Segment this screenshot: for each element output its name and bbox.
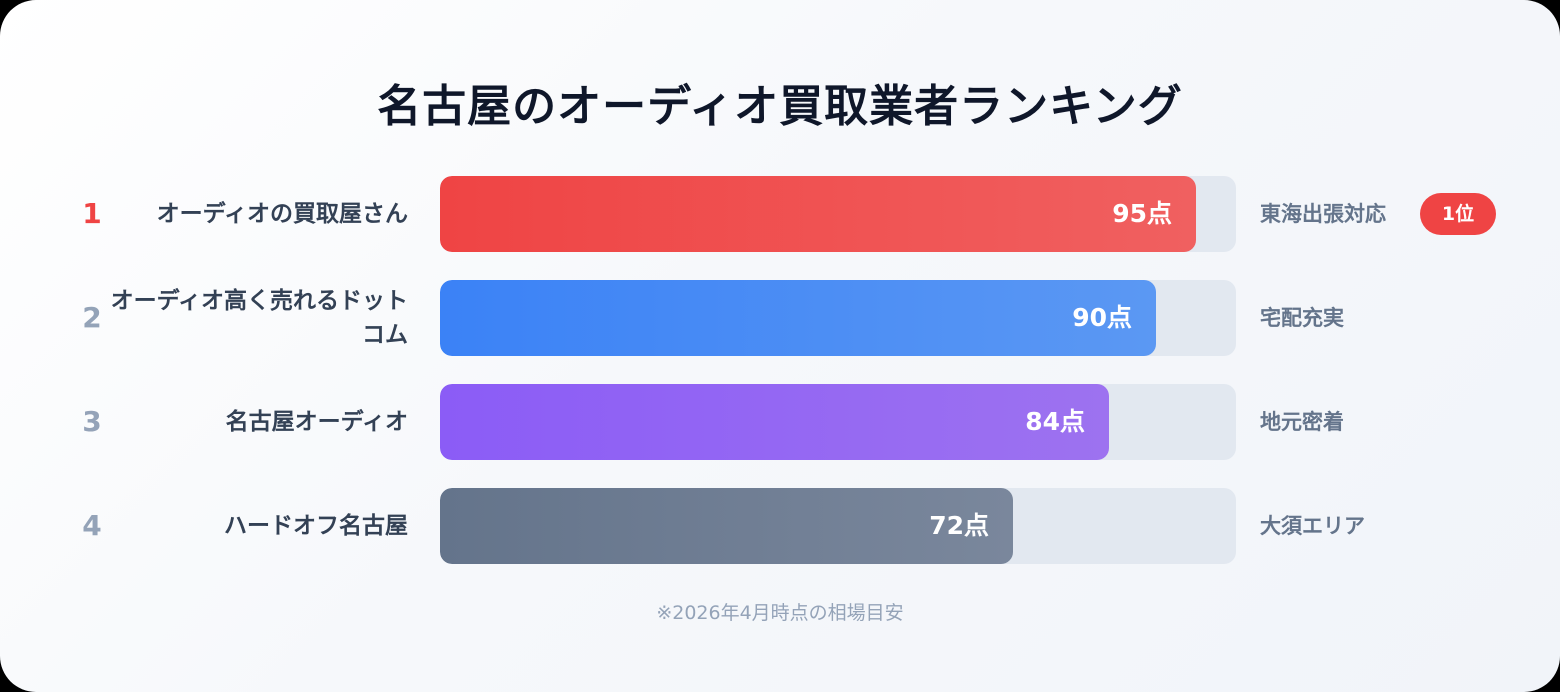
rank-number: 4: [82, 509, 102, 542]
bar: 84点: [440, 384, 1109, 460]
bar-track: 72点: [440, 488, 1236, 564]
bar-track: 84点: [440, 384, 1236, 460]
value-label: 95点: [1112, 199, 1172, 228]
category-label: ハードオフ名古屋: [224, 513, 408, 539]
value-label: 84点: [1025, 407, 1085, 436]
feature-tag: 東海出張対応: [1260, 202, 1386, 226]
bar-row: 1 オーディオの買取屋さん 95点 東海出張対応 1位: [0, 176, 1560, 252]
rank-number: 3: [82, 405, 102, 438]
bar-row: 2 オーディオ高く売れるドットコム 90点 宅配充実: [0, 280, 1560, 356]
footnote: ※2026年4月時点の相場目安: [656, 602, 904, 624]
bar-track: 90点: [440, 280, 1236, 356]
category-label: オーディオ高く売れるドットコム: [110, 288, 408, 348]
feature-tag: 大須エリア: [1260, 514, 1365, 538]
top-rank-badge: 1位: [1420, 193, 1496, 235]
bar: 95点: [440, 176, 1196, 252]
bar-track: 95点: [440, 176, 1236, 252]
rank-number: 2: [82, 301, 102, 334]
feature-tag: 宅配充実: [1260, 306, 1344, 330]
bar: 90点: [440, 280, 1156, 356]
chart-title: 名古屋のオーディオ買取業者ランキング: [377, 81, 1183, 132]
category-label: 名古屋オーディオ: [225, 409, 408, 435]
value-label: 90点: [1072, 303, 1132, 332]
bar-row: 3 名古屋オーディオ 84点 地元密着: [0, 384, 1560, 460]
category-label: オーディオの買取屋さん: [156, 201, 408, 227]
feature-tag: 地元密着: [1260, 410, 1344, 434]
value-label: 72点: [929, 511, 989, 540]
bar-row: 4 ハードオフ名古屋 72点 大須エリア: [0, 488, 1560, 564]
rank-number: 1: [82, 197, 102, 230]
bar: 72点: [440, 488, 1013, 564]
